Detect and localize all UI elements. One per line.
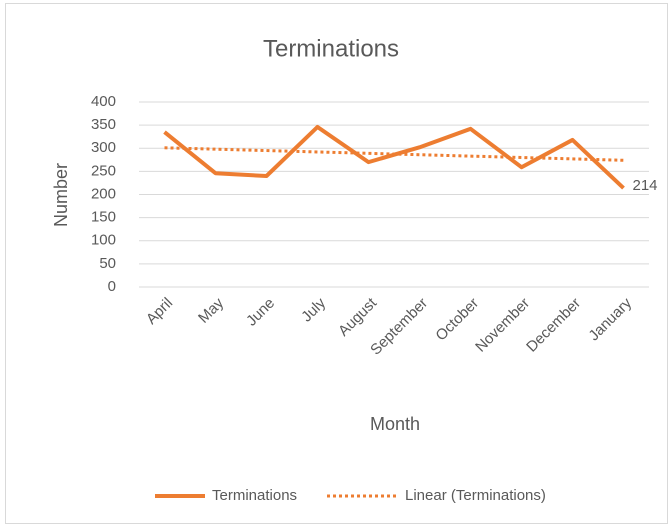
legend-label: Linear (Terminations) — [405, 487, 546, 504]
y-tick-label: 0 — [108, 278, 116, 295]
y-tick-label: 150 — [91, 209, 116, 226]
y-tick-label: 200 — [91, 185, 116, 202]
y-tick-label: 300 — [91, 139, 116, 156]
data-label: 214 — [633, 177, 658, 194]
y-axis-title: Number — [51, 163, 71, 227]
y-tick-label: 350 — [91, 116, 116, 133]
y-tick-label: 400 — [91, 93, 116, 110]
legend-label: Terminations — [212, 487, 297, 504]
chart-title: Terminations — [263, 35, 399, 62]
y-tick-label: 100 — [91, 232, 116, 249]
y-tick-label: 250 — [91, 162, 116, 179]
trend-line — [164, 146, 624, 162]
y-tick-label: 50 — [99, 255, 116, 272]
x-axis-title: Month — [370, 414, 420, 434]
